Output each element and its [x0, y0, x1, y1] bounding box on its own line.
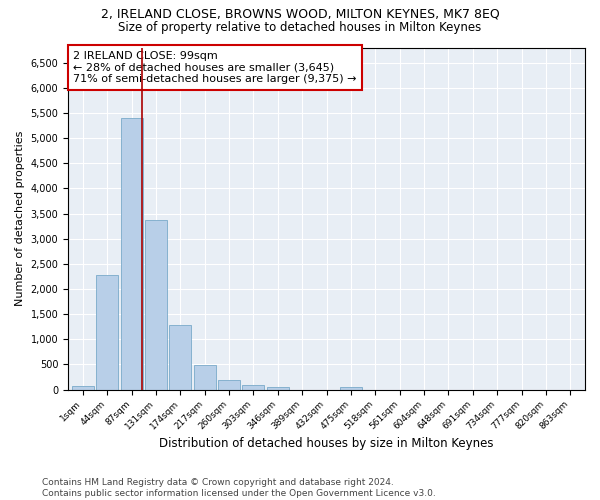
Text: 2 IRELAND CLOSE: 99sqm
← 28% of detached houses are smaller (3,645)
71% of semi-: 2 IRELAND CLOSE: 99sqm ← 28% of detached…: [73, 51, 357, 84]
Bar: [96, 275, 118, 390]
Bar: [218, 380, 240, 390]
Bar: [169, 325, 191, 390]
Bar: [242, 384, 265, 390]
Bar: [267, 386, 289, 390]
Text: Contains HM Land Registry data © Crown copyright and database right 2024.
Contai: Contains HM Land Registry data © Crown c…: [42, 478, 436, 498]
Bar: [145, 220, 167, 390]
Bar: [194, 366, 215, 390]
Text: Size of property relative to detached houses in Milton Keynes: Size of property relative to detached ho…: [118, 21, 482, 34]
Bar: [72, 386, 94, 390]
Bar: [121, 118, 143, 390]
Text: 2, IRELAND CLOSE, BROWNS WOOD, MILTON KEYNES, MK7 8EQ: 2, IRELAND CLOSE, BROWNS WOOD, MILTON KE…: [101, 8, 499, 20]
Bar: [340, 387, 362, 390]
X-axis label: Distribution of detached houses by size in Milton Keynes: Distribution of detached houses by size …: [160, 437, 494, 450]
Y-axis label: Number of detached properties: Number of detached properties: [15, 131, 25, 306]
